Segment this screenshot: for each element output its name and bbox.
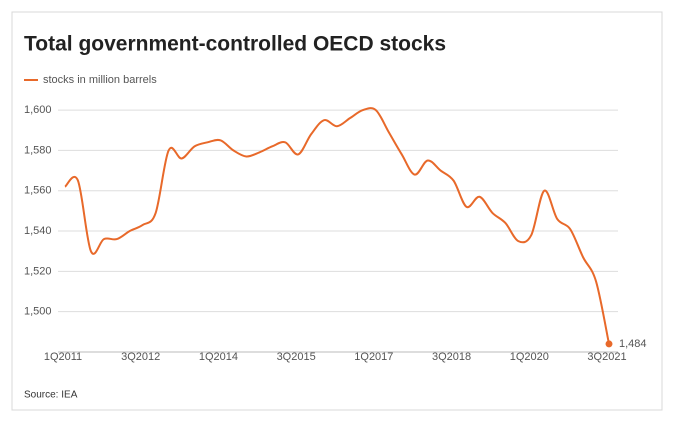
x-tick-label: 3Q2018 bbox=[432, 351, 471, 363]
frame bbox=[11, 11, 663, 411]
y-tick-label: 1,540 bbox=[24, 225, 52, 237]
y-tick-label: 1,600 bbox=[24, 104, 52, 116]
x-tick-label: 1Q2014 bbox=[199, 351, 238, 363]
data-line bbox=[64, 107, 610, 345]
x-tick-label: 3Q2021 bbox=[587, 351, 626, 363]
source: Source: IEA bbox=[24, 390, 78, 401]
value-label: 1,484 bbox=[619, 338, 647, 350]
chart-title: Total government-controlled OECD stocks bbox=[24, 33, 446, 56]
y-tick-label: 1,520 bbox=[24, 265, 52, 277]
end-point bbox=[605, 340, 613, 348]
y-tick-label: 1,560 bbox=[24, 185, 52, 197]
x-tick-label: 3Q2012 bbox=[121, 351, 160, 363]
x-tick-label: 1Q2011 bbox=[44, 351, 82, 363]
legend-label: stocks in million barrels bbox=[43, 74, 157, 86]
y-tick-label: 1,580 bbox=[24, 144, 52, 156]
x-tick-label: 1Q2020 bbox=[510, 351, 549, 363]
x-tick-label: 1Q2017 bbox=[354, 351, 393, 363]
y-tick-label: 1,500 bbox=[24, 306, 52, 318]
x-tick-label: 3Q2015 bbox=[277, 351, 316, 363]
